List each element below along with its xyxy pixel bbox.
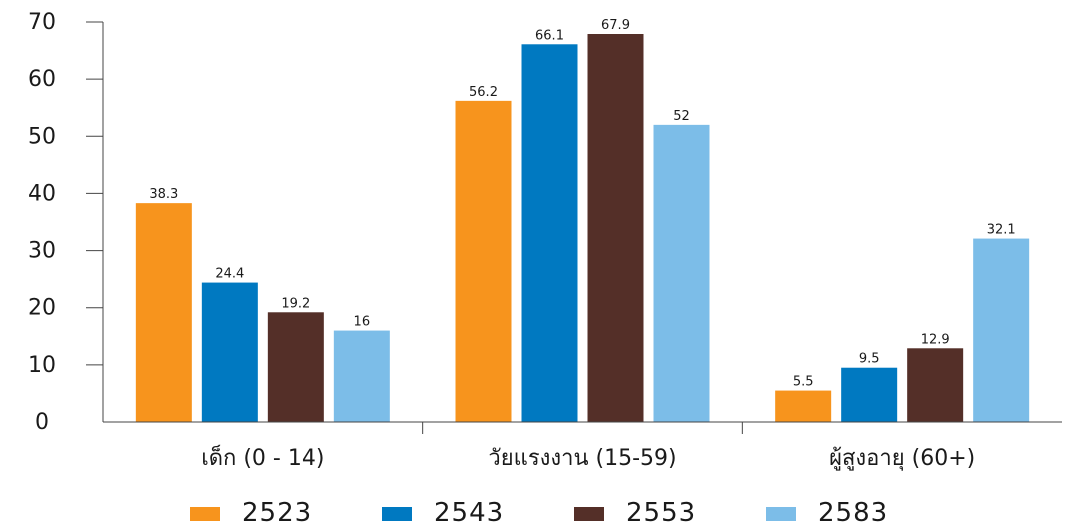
legend-label: 2543 <box>434 498 504 525</box>
legend-label: 2583 <box>818 498 888 525</box>
bar <box>841 367 898 422</box>
legend-label: 2523 <box>242 498 312 525</box>
bar <box>973 238 1030 422</box>
y-tick-label: 30 <box>28 239 56 264</box>
data-label: 19.2 <box>281 296 310 311</box>
data-label: 66.1 <box>535 28 564 43</box>
y-tick-label: 0 <box>35 410 49 435</box>
bar <box>201 282 258 422</box>
data-label: 16 <box>354 315 371 330</box>
x-category-label: เด็ก (0 - 14) <box>201 443 324 471</box>
bars: 38.3 24.4 19.2 16 56.2 66.1 67.9 52 5.5 9.5 12.9 32… <box>135 18 1030 423</box>
data-label: 5.5 <box>793 375 814 390</box>
bar <box>521 44 578 423</box>
bar <box>333 330 390 422</box>
y-tick-label: 20 <box>28 296 56 321</box>
y-tick-label: 70 <box>28 10 56 35</box>
data-label: 24.4 <box>215 267 244 282</box>
x-category-label: วัยแรงงาน (15-59) <box>488 446 676 471</box>
data-label: 32.1 <box>987 223 1016 238</box>
bar <box>135 203 192 422</box>
y-tick-label: 40 <box>28 181 56 206</box>
bar <box>907 348 964 422</box>
data-label: 67.9 <box>601 18 630 33</box>
legend-swatch <box>382 507 412 521</box>
legend-swatch <box>766 507 796 521</box>
y-axis: 0 10 20 30 40 50 60 70 <box>28 10 104 435</box>
data-label: 38.3 <box>149 187 178 202</box>
data-label: 9.5 <box>859 352 880 367</box>
legend-swatch <box>574 507 604 521</box>
bar <box>267 312 324 422</box>
bar <box>653 124 710 422</box>
bar <box>455 100 512 422</box>
y-tick-label: 50 <box>28 124 56 149</box>
y-tick-label: 60 <box>28 67 56 92</box>
legend: 2523 2543 2553 2583 <box>190 498 888 525</box>
data-label: 56.2 <box>469 85 498 100</box>
bar <box>775 390 832 422</box>
bar <box>587 34 644 422</box>
data-label: 12.9 <box>921 332 950 347</box>
y-tick-label: 10 <box>28 353 56 378</box>
x-category-label: ผู้สูงอายุ (60+) <box>829 446 975 471</box>
legend-label: 2553 <box>626 498 696 525</box>
data-label: 52 <box>673 109 690 124</box>
legend-swatch <box>190 507 220 521</box>
x-axis: เด็ก (0 - 14) วัยแรงงาน (15-59) ผู้สูงอายุ… <box>103 421 1062 471</box>
